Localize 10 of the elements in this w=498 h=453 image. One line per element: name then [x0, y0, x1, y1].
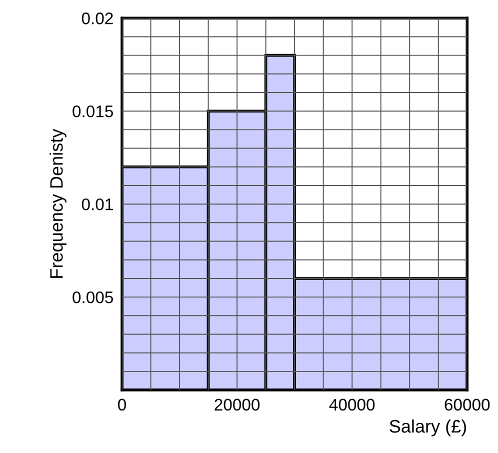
- y-tick-label: 0.02: [82, 12, 113, 24]
- x-axis-title: Salary (£): [390, 419, 466, 436]
- y-tick-label: 0.005: [72, 291, 113, 304]
- y-axis-title: Frequency Denisty: [50, 128, 66, 278]
- x-tick-label: 60000: [444, 398, 490, 411]
- x-tick-label: 20000: [214, 398, 260, 411]
- y-tick-label: 0.015: [72, 106, 113, 118]
- y-tick-label: 0.01: [82, 198, 113, 210]
- x-tick-label: 40000: [329, 398, 375, 411]
- x-tick-label: 0: [118, 398, 126, 411]
